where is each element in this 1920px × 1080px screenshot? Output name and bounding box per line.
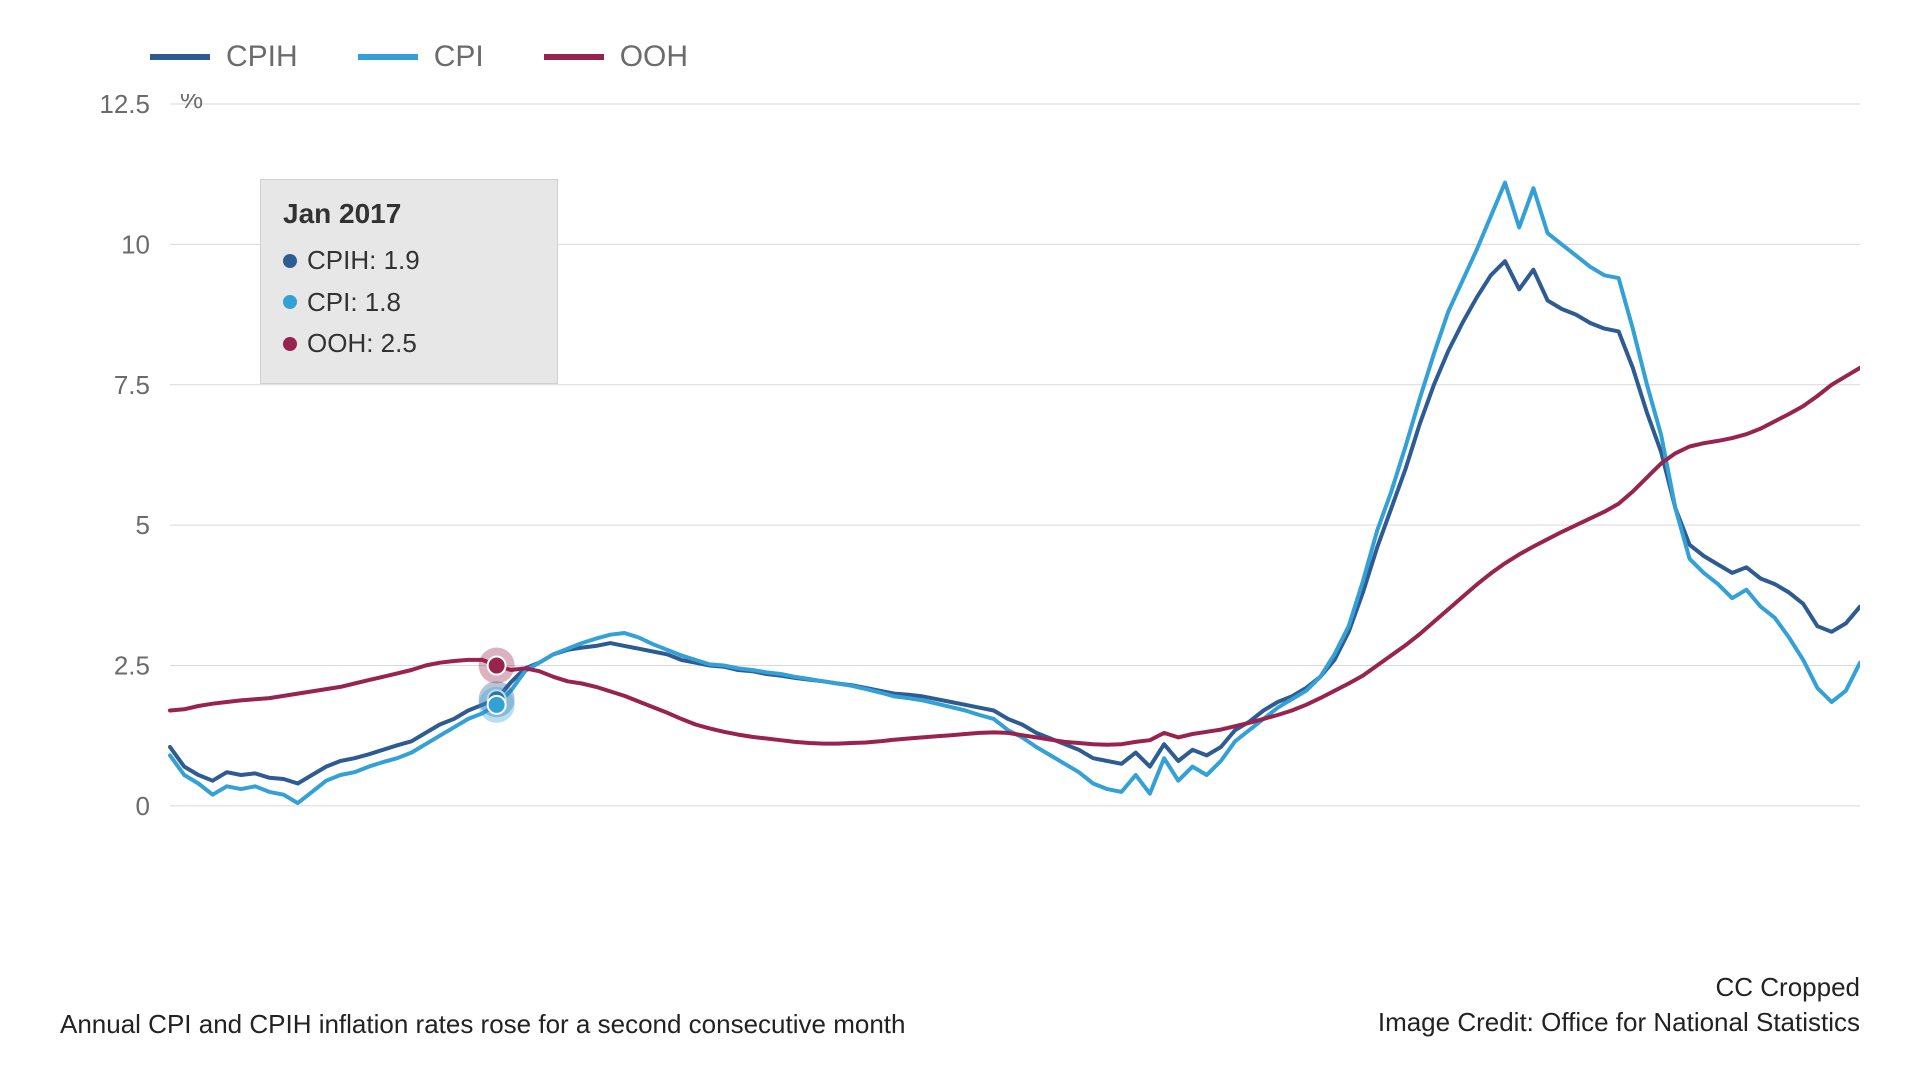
svg-text:0: 0	[136, 791, 150, 821]
tooltip-title: Jan 2017	[283, 198, 533, 230]
legend-swatch-ooh	[544, 54, 604, 60]
tooltip: Jan 2017 CPIH: 1.9 CPI: 1.8 OOH: 2.5	[260, 179, 558, 384]
tooltip-label: CPIH: 1.9	[307, 240, 420, 282]
svg-text:5: 5	[136, 510, 150, 540]
tooltip-label: OOH: 2.5	[307, 323, 417, 365]
footer: Annual CPI and CPIH inflation rates rose…	[60, 970, 1860, 1040]
svg-text:7.5: 7.5	[114, 370, 150, 400]
caption: Annual CPI and CPIH inflation rates rose…	[60, 1009, 905, 1040]
legend-swatch-cpih	[150, 54, 210, 60]
legend-label: CPI	[434, 40, 484, 74]
legend-item-cpi[interactable]: CPI	[358, 40, 484, 74]
tooltip-row-ooh: OOH: 2.5	[283, 323, 533, 365]
legend-label: OOH	[620, 40, 688, 74]
legend: CPIH CPI OOH	[150, 40, 1860, 74]
legend-item-ooh[interactable]: OOH	[544, 40, 688, 74]
chart-area[interactable]: 0 2.5 5 7.5 10 12.5% Jan 2017 CPIH: 1.9 CPI: …	[60, 94, 1860, 854]
tooltip-row-cpi: CPI: 1.8	[283, 282, 533, 324]
dot-icon	[283, 295, 297, 309]
svg-text:10: 10	[121, 229, 150, 259]
dot-icon	[283, 337, 297, 351]
dot-icon	[283, 254, 297, 268]
legend-label: CPIH	[226, 40, 298, 74]
svg-text:%: %	[180, 94, 203, 114]
tooltip-label: CPI: 1.8	[307, 282, 401, 324]
tooltip-row-cpih: CPIH: 1.9	[283, 240, 533, 282]
credit-source: Image Credit: Office for National Statis…	[1378, 1005, 1860, 1040]
legend-item-cpih[interactable]: CPIH	[150, 40, 298, 74]
credit-cc: CC Cropped	[1378, 970, 1860, 1005]
legend-swatch-cpi	[358, 54, 418, 60]
svg-text:2.5: 2.5	[114, 651, 150, 681]
svg-text:12.5: 12.5	[99, 94, 150, 119]
